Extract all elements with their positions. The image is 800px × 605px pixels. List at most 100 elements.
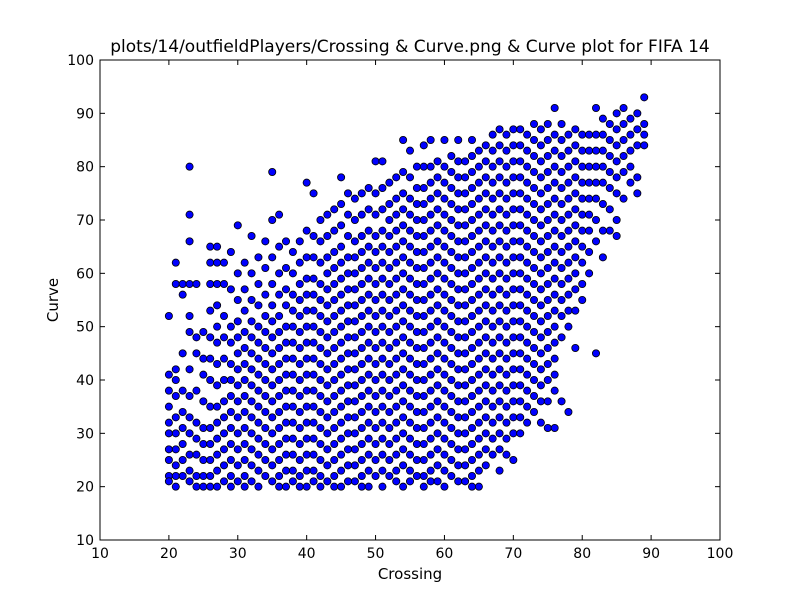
data-point [281,466,290,475]
data-point [261,237,270,246]
data-point [440,402,449,411]
data-point [536,125,545,134]
data-point [543,311,552,320]
data-point [405,386,414,395]
data-point [447,439,456,448]
data-point [467,295,476,304]
y-tick-label: 90 [76,106,94,122]
data-point [185,429,194,438]
y-tick-label: 80 [76,160,94,176]
data-point [357,359,366,368]
data-point [275,391,284,400]
data-point [461,221,470,230]
data-point [557,333,566,342]
data-point [219,279,228,288]
data-point [240,482,249,491]
data-point [502,322,511,331]
data-point [164,455,173,464]
data-point [323,253,332,262]
data-point [619,194,628,203]
data-point [495,269,504,278]
data-point [550,130,559,139]
data-point [288,306,297,315]
data-point [226,247,235,256]
data-point [592,162,601,171]
data-point [481,349,490,358]
data-point [254,279,263,288]
data-point [219,397,228,406]
data-point [536,189,545,198]
data-point [550,104,559,113]
data-point [461,285,470,294]
data-point [612,173,621,182]
data-point [536,237,545,246]
data-point [371,423,380,432]
data-point [481,365,490,374]
data-point [171,279,180,288]
data-point [433,237,442,246]
data-point [495,317,504,326]
data-point [378,183,387,192]
data-point [426,370,435,379]
data-point [392,418,401,427]
data-point [474,210,483,219]
data-point [268,381,277,390]
data-point [323,231,332,240]
data-point [550,146,559,155]
data-point [254,370,263,379]
data-point [426,242,435,251]
data-point [343,285,352,294]
data-point [488,274,497,283]
data-point [536,269,545,278]
data-point [461,205,470,214]
data-point [192,434,201,443]
x-tick-label: 100 [707,546,734,562]
data-point [226,322,235,331]
data-point [385,359,394,368]
data-point [426,338,435,347]
data-point [598,178,607,187]
data-point [364,370,373,379]
data-point [550,306,559,315]
data-point [502,354,511,363]
data-point [412,263,421,272]
data-point [343,477,352,486]
data-point [357,231,366,240]
data-point [337,221,346,230]
data-point [316,391,325,400]
data-point [213,402,222,411]
data-point [447,231,456,240]
data-point [323,301,332,310]
data-point [295,327,304,336]
data-point [171,258,180,267]
y-tick-label: 50 [76,320,94,336]
data-point [571,269,580,278]
data-point [206,439,215,448]
data-point [495,429,504,438]
data-point [612,157,621,166]
data-point [364,450,373,459]
data-point [213,301,222,310]
data-point [240,423,249,432]
data-point [330,205,339,214]
y-tick-label: 20 [76,480,94,496]
data-point [178,439,187,448]
data-point [226,338,235,347]
data-point [426,306,435,315]
data-point [454,237,463,246]
data-point [330,311,339,320]
data-point [364,418,373,427]
data-point [247,231,256,240]
data-point [240,258,249,267]
data-point [337,370,346,379]
data-point [309,338,318,347]
data-point [281,434,290,443]
data-point [295,423,304,432]
data-point [343,253,352,262]
data-point [309,386,318,395]
data-point [495,413,504,422]
data-point [219,477,228,486]
data-point [426,477,435,486]
data-point [454,301,463,310]
data-point [488,338,497,347]
